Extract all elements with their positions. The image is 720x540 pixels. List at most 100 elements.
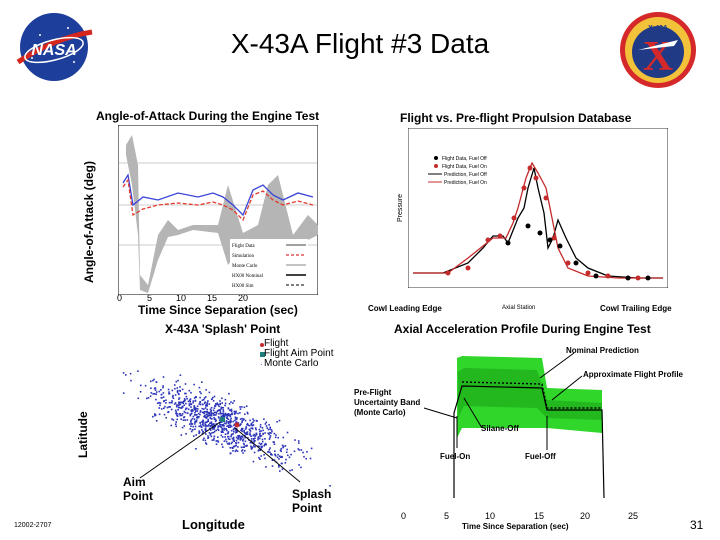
monte-carlo-point: [158, 401, 160, 404]
monte-carlo-point: [230, 408, 233, 411]
monte-carlo-point: [265, 425, 268, 427]
monte-carlo-point: [250, 427, 252, 430]
monte-carlo-point: [233, 445, 236, 448]
monte-carlo-point: [263, 443, 266, 446]
monte-carlo-point: [208, 391, 211, 394]
monte-carlo-point: [267, 432, 269, 435]
monte-carlo-point: [224, 412, 227, 415]
monte-carlo-point: [265, 466, 267, 468]
monte-carlo-point: [195, 410, 197, 412]
monte-carlo-point: [201, 407, 204, 410]
monte-carlo-point: [185, 395, 188, 398]
monte-carlo-point: [246, 444, 248, 447]
monte-carlo-point: [193, 408, 196, 411]
monte-carlo-point: [218, 405, 220, 408]
accel-xtick-4: 20: [580, 511, 591, 521]
monte-carlo-point: [204, 427, 207, 429]
monte-carlo-point: [213, 428, 215, 430]
monte-carlo-point: [208, 424, 210, 426]
monte-carlo-point: [199, 403, 202, 406]
aoa-xlabel: Time Since Separation (sec): [138, 303, 298, 317]
monte-carlo-point: [183, 400, 185, 403]
monte-carlo-point: [221, 446, 224, 448]
monte-carlo-point: [297, 448, 300, 450]
monte-carlo-point: [226, 432, 229, 435]
monte-carlo-point: [183, 425, 186, 427]
monte-carlo-point: [251, 427, 254, 429]
monte-carlo-point: [252, 434, 254, 437]
monte-carlo-point: [241, 420, 243, 422]
monte-carlo-point: [269, 431, 271, 434]
monte-carlo-point: [239, 438, 241, 440]
monte-carlo-point: [198, 403, 201, 405]
monte-carlo-point: [224, 436, 226, 438]
monte-carlo-point: [152, 379, 154, 382]
monte-carlo-point: [264, 457, 266, 460]
monte-carlo-point: [250, 438, 253, 440]
monte-carlo-point: [219, 403, 221, 405]
monte-carlo-point: [215, 419, 217, 422]
monte-carlo-point: [239, 406, 241, 408]
monte-carlo-point: [177, 406, 180, 409]
monte-carlo-point: [196, 414, 198, 416]
monte-carlo-point: [193, 397, 196, 399]
monte-carlo-point: [173, 403, 176, 405]
monte-carlo-point: [183, 404, 185, 406]
monte-carlo-point: [215, 411, 217, 414]
monte-carlo-point: [253, 444, 255, 446]
monte-carlo-point: [239, 418, 242, 420]
monte-carlo-point: [233, 400, 235, 402]
splash-plot: ·: [92, 335, 350, 515]
monte-carlo-point: [246, 411, 249, 414]
monte-carlo-point: [223, 415, 226, 418]
monte-carlo-point: [183, 398, 186, 400]
monte-carlo-point: [229, 414, 232, 416]
monte-carlo-point: [201, 429, 203, 431]
monte-carlo-point: [179, 401, 181, 403]
monte-carlo-point: [260, 455, 262, 457]
monte-carlo-point: [181, 414, 183, 417]
monte-carlo-point: [264, 432, 266, 434]
monte-carlo-point: [177, 404, 179, 407]
monte-carlo-point: [253, 419, 255, 422]
monte-carlo-point: [229, 447, 232, 449]
monte-carlo-point: [217, 428, 219, 430]
monte-carlo-point: [225, 421, 228, 423]
monte-carlo-point: [262, 429, 264, 432]
monte-carlo-point: [199, 396, 201, 399]
monte-carlo-point: [198, 430, 200, 432]
svg-text:Flight Data, Fuel Off: Flight Data, Fuel Off: [442, 156, 487, 162]
monte-carlo-point: [242, 452, 244, 454]
monte-carlo-point: [257, 437, 259, 439]
monte-carlo-point: [229, 422, 231, 424]
monte-carlo-point: [215, 443, 218, 445]
propulsion-chart-title: Flight vs. Pre-flight Propulsion Databas…: [400, 111, 632, 125]
monte-carlo-point: [249, 430, 252, 432]
monte-carlo-point: [253, 445, 255, 448]
monte-carlo-point: [219, 425, 221, 428]
monte-carlo-point: [221, 427, 224, 430]
monte-carlo-point: [209, 422, 211, 424]
monte-carlo-point: [229, 438, 231, 441]
monte-carlo-point: [221, 429, 223, 431]
monte-carlo-point: [254, 440, 256, 442]
monte-carlo-point: [154, 413, 156, 415]
monte-carlo-point: [192, 409, 194, 412]
monte-carlo-point: [225, 438, 227, 441]
monte-carlo-point: [163, 407, 165, 410]
monte-carlo-point: [281, 456, 283, 458]
monte-carlo-point: [207, 436, 210, 439]
monte-carlo-point: [150, 392, 153, 394]
monte-carlo-point: [253, 451, 256, 454]
monte-carlo-point: [234, 445, 237, 447]
monte-carlo-point: [206, 408, 208, 411]
monte-carlo-point: [217, 441, 220, 443]
aoa-xtick-3: 15: [207, 293, 218, 303]
monte-carlo-point: [217, 416, 220, 418]
monte-carlo-point: [171, 418, 173, 420]
svg-text:Prediction, Fuel Off: Prediction, Fuel Off: [444, 172, 487, 178]
monte-carlo-point: [206, 402, 208, 405]
monte-carlo-point: [273, 432, 276, 435]
monte-carlo-point: [265, 443, 267, 446]
monte-carlo-point: [271, 430, 273, 433]
